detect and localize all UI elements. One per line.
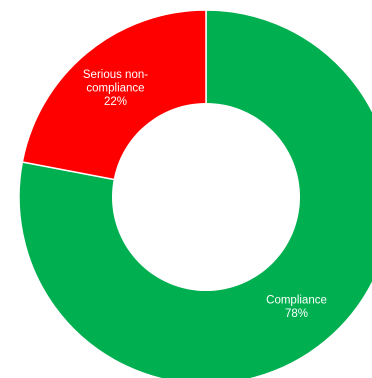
slice-percent-label: 78% [285,308,308,320]
slice-compliance [18,9,372,378]
slice-name-label: compliance [86,83,144,95]
donut-hole [112,103,300,291]
slice-label-serious-non-compliance: Serious non-compliance 22% [83,69,148,108]
slice-name-label: Compliance [266,295,327,307]
slice-percent-label: 22% [104,96,127,108]
slice-name-label: Serious non- [83,69,148,81]
slice-label-compliance: Compliance 78% [266,295,327,321]
labels-layer: Compliance 78% Serious non-compliance 22% [83,69,327,320]
